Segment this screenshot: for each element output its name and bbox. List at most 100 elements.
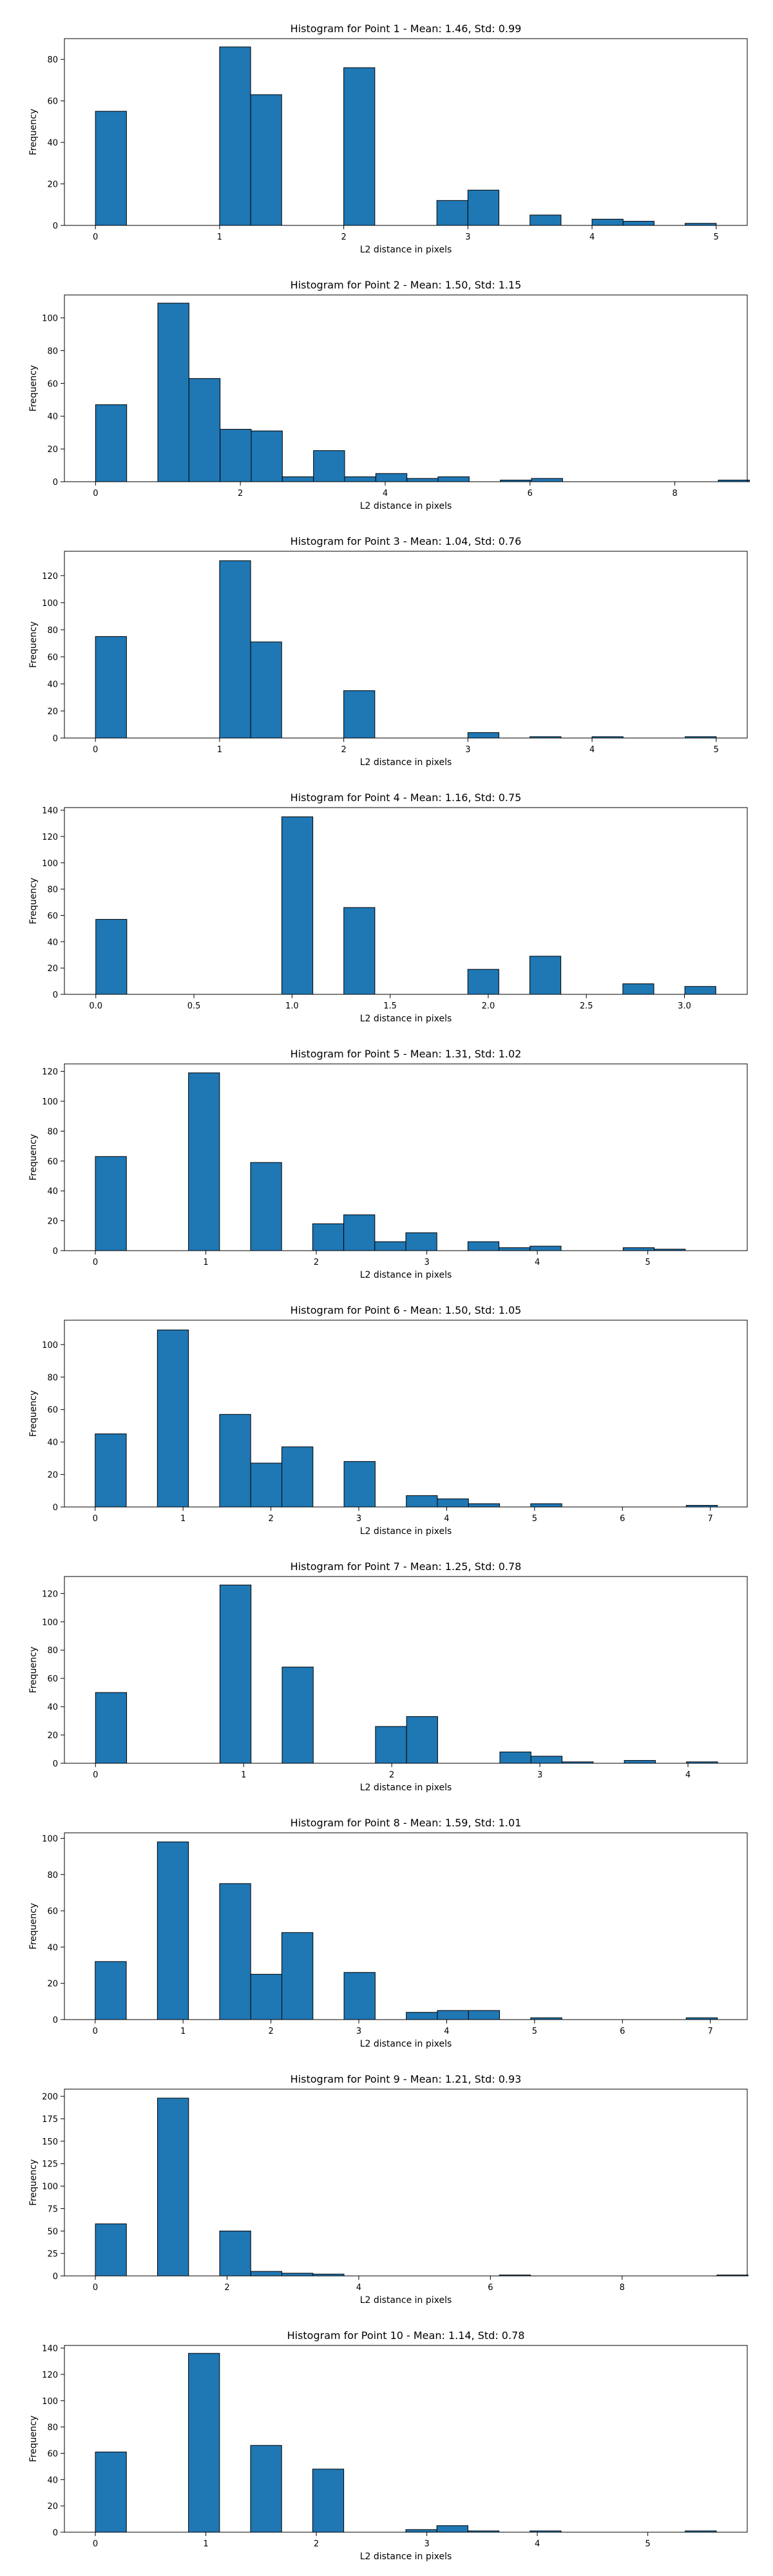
histogram-bar — [251, 430, 283, 482]
y-tick-label: 20 — [47, 1471, 58, 1481]
y-tick-label: 80 — [47, 1127, 58, 1137]
chart-title: Histogram for Point 4 - Mean: 1.16, Std:… — [291, 791, 522, 804]
x-tick-label: 4 — [444, 1514, 449, 1524]
histogram-bar — [531, 478, 563, 482]
histogram-panel-10: Histogram for Point 10 - Mean: 1.14, Std… — [28, 2329, 748, 2562]
y-axis-label: Frequency — [28, 1647, 39, 1693]
y-tick-label: 20 — [47, 180, 58, 190]
y-tick-label: 100 — [42, 2397, 58, 2407]
histogram-bar — [684, 986, 716, 995]
chart-title: Histogram for Point 8 - Mean: 1.59, Std:… — [291, 1817, 522, 1829]
x-tick-label: 0 — [93, 2539, 98, 2549]
histogram-bar — [219, 1414, 251, 1508]
x-tick-label: 1.5 — [383, 1001, 397, 1011]
x-tick-label: 2.0 — [482, 1001, 495, 1011]
x-tick-label: 1 — [203, 2539, 208, 2549]
y-tick-label: 40 — [47, 138, 58, 148]
y-tick-label: 0 — [53, 2528, 58, 2538]
y-axis-label: Frequency — [28, 109, 39, 155]
histogram-bar — [313, 450, 345, 482]
histogram-bar — [622, 221, 654, 226]
histogram-bar — [282, 1667, 314, 1764]
x-tick-label: 4 — [535, 2539, 540, 2549]
x-tick-label: 5 — [532, 1514, 537, 1524]
plot-frame — [64, 2088, 748, 2277]
y-tick-label: 120 — [42, 572, 58, 582]
histogram-bar — [530, 1503, 562, 1508]
x-tick-label: 4 — [383, 489, 388, 498]
y-axis-label: Frequency — [28, 1390, 39, 1437]
plot-frame — [64, 2345, 748, 2533]
y-tick-label: 40 — [47, 1703, 58, 1712]
y-tick-label: 0 — [53, 2016, 58, 2025]
histogram-bar — [467, 189, 500, 226]
histogram-bar — [591, 218, 624, 226]
histogram-bar — [219, 46, 251, 226]
y-tick-label: 100 — [42, 599, 58, 609]
histogram-panel-5: Histogram for Point 5 - Mean: 1.31, Std:… — [28, 1048, 748, 1280]
y-tick-label: 40 — [47, 412, 58, 422]
x-tick-label: 3 — [424, 2539, 429, 2549]
y-axis-label: Frequency — [28, 2159, 39, 2206]
y-axis-label: Frequency — [28, 1134, 39, 1180]
plot-frame — [64, 1576, 748, 1764]
histogram-bar — [220, 429, 252, 482]
y-tick-label: 75 — [47, 2204, 58, 2214]
histogram-bar — [437, 2010, 469, 2020]
x-tick-label: 1 — [241, 1770, 246, 1780]
x-tick-label: 6 — [620, 1514, 625, 1524]
x-tick-label: 8 — [620, 2283, 625, 2293]
y-tick-label: 60 — [47, 1157, 58, 1167]
histogram-bar — [467, 732, 500, 739]
y-tick-label: 200 — [42, 2092, 58, 2102]
histogram-bar — [250, 2445, 282, 2533]
histogram-bar — [530, 1245, 562, 1251]
histogram-bar — [95, 1961, 127, 2020]
x-tick-label: 7 — [708, 2027, 713, 2036]
histogram-bar — [343, 907, 376, 995]
x-tick-label: 0 — [93, 489, 98, 498]
chart-title: Histogram for Point 1 - Mean: 1.46, Std:… — [291, 23, 522, 35]
histogram-bar — [250, 1974, 283, 2020]
histogram-bar — [436, 2525, 468, 2533]
histogram-bar — [467, 969, 499, 995]
y-tick-label: 40 — [47, 1943, 58, 1953]
x-axis-label: L2 distance in pixels — [360, 1526, 452, 1537]
y-tick-label: 20 — [47, 1217, 58, 1227]
histogram-bar — [219, 560, 251, 739]
x-tick-label: 5 — [714, 745, 719, 755]
chart-title: Histogram for Point 9 - Mean: 1.21, Std:… — [291, 2073, 522, 2085]
x-tick-label: 1.0 — [285, 1001, 299, 1011]
y-tick-label: 140 — [42, 806, 58, 816]
y-tick-label: 125 — [42, 2160, 58, 2170]
histogram-panel-9: Histogram for Point 9 - Mean: 1.21, Std:… — [28, 2073, 749, 2306]
histogram-bar — [622, 1247, 655, 1251]
y-tick-label: 120 — [42, 833, 58, 842]
x-tick-label: 1 — [203, 1258, 208, 1267]
histogram-bar — [219, 2230, 251, 2277]
x-tick-label: 2 — [314, 2539, 319, 2549]
y-tick-label: 60 — [47, 97, 58, 107]
y-axis-label: Frequency — [28, 621, 39, 668]
y-tick-label: 40 — [47, 1187, 58, 1197]
y-tick-label: 0 — [53, 1503, 58, 1513]
histogram-bar — [250, 2271, 283, 2277]
x-tick-label: 3 — [356, 2027, 361, 2036]
plot-frame — [64, 1063, 748, 1251]
y-tick-label: 80 — [47, 2423, 58, 2433]
histogram-bar — [499, 1751, 531, 1764]
x-tick-label: 0.0 — [89, 1001, 102, 1011]
x-tick-label: 1 — [180, 2027, 186, 2036]
histogram-bar — [157, 1841, 189, 2020]
histogram-panel-3: Histogram for Point 3 - Mean: 1.04, Std:… — [28, 535, 748, 768]
x-tick-label: 3.0 — [678, 1001, 691, 1011]
x-tick-label: 1 — [217, 232, 222, 242]
histogram-bar — [468, 2010, 501, 2020]
y-tick-label: 150 — [42, 2137, 58, 2147]
x-axis-label: L2 distance in pixels — [360, 245, 452, 255]
x-tick-label: 4 — [589, 232, 595, 242]
y-tick-label: 120 — [42, 1068, 58, 1077]
x-tick-label: 0 — [93, 1514, 98, 1524]
x-tick-label: 2 — [268, 1514, 273, 1524]
x-tick-label: 3 — [424, 1258, 429, 1267]
